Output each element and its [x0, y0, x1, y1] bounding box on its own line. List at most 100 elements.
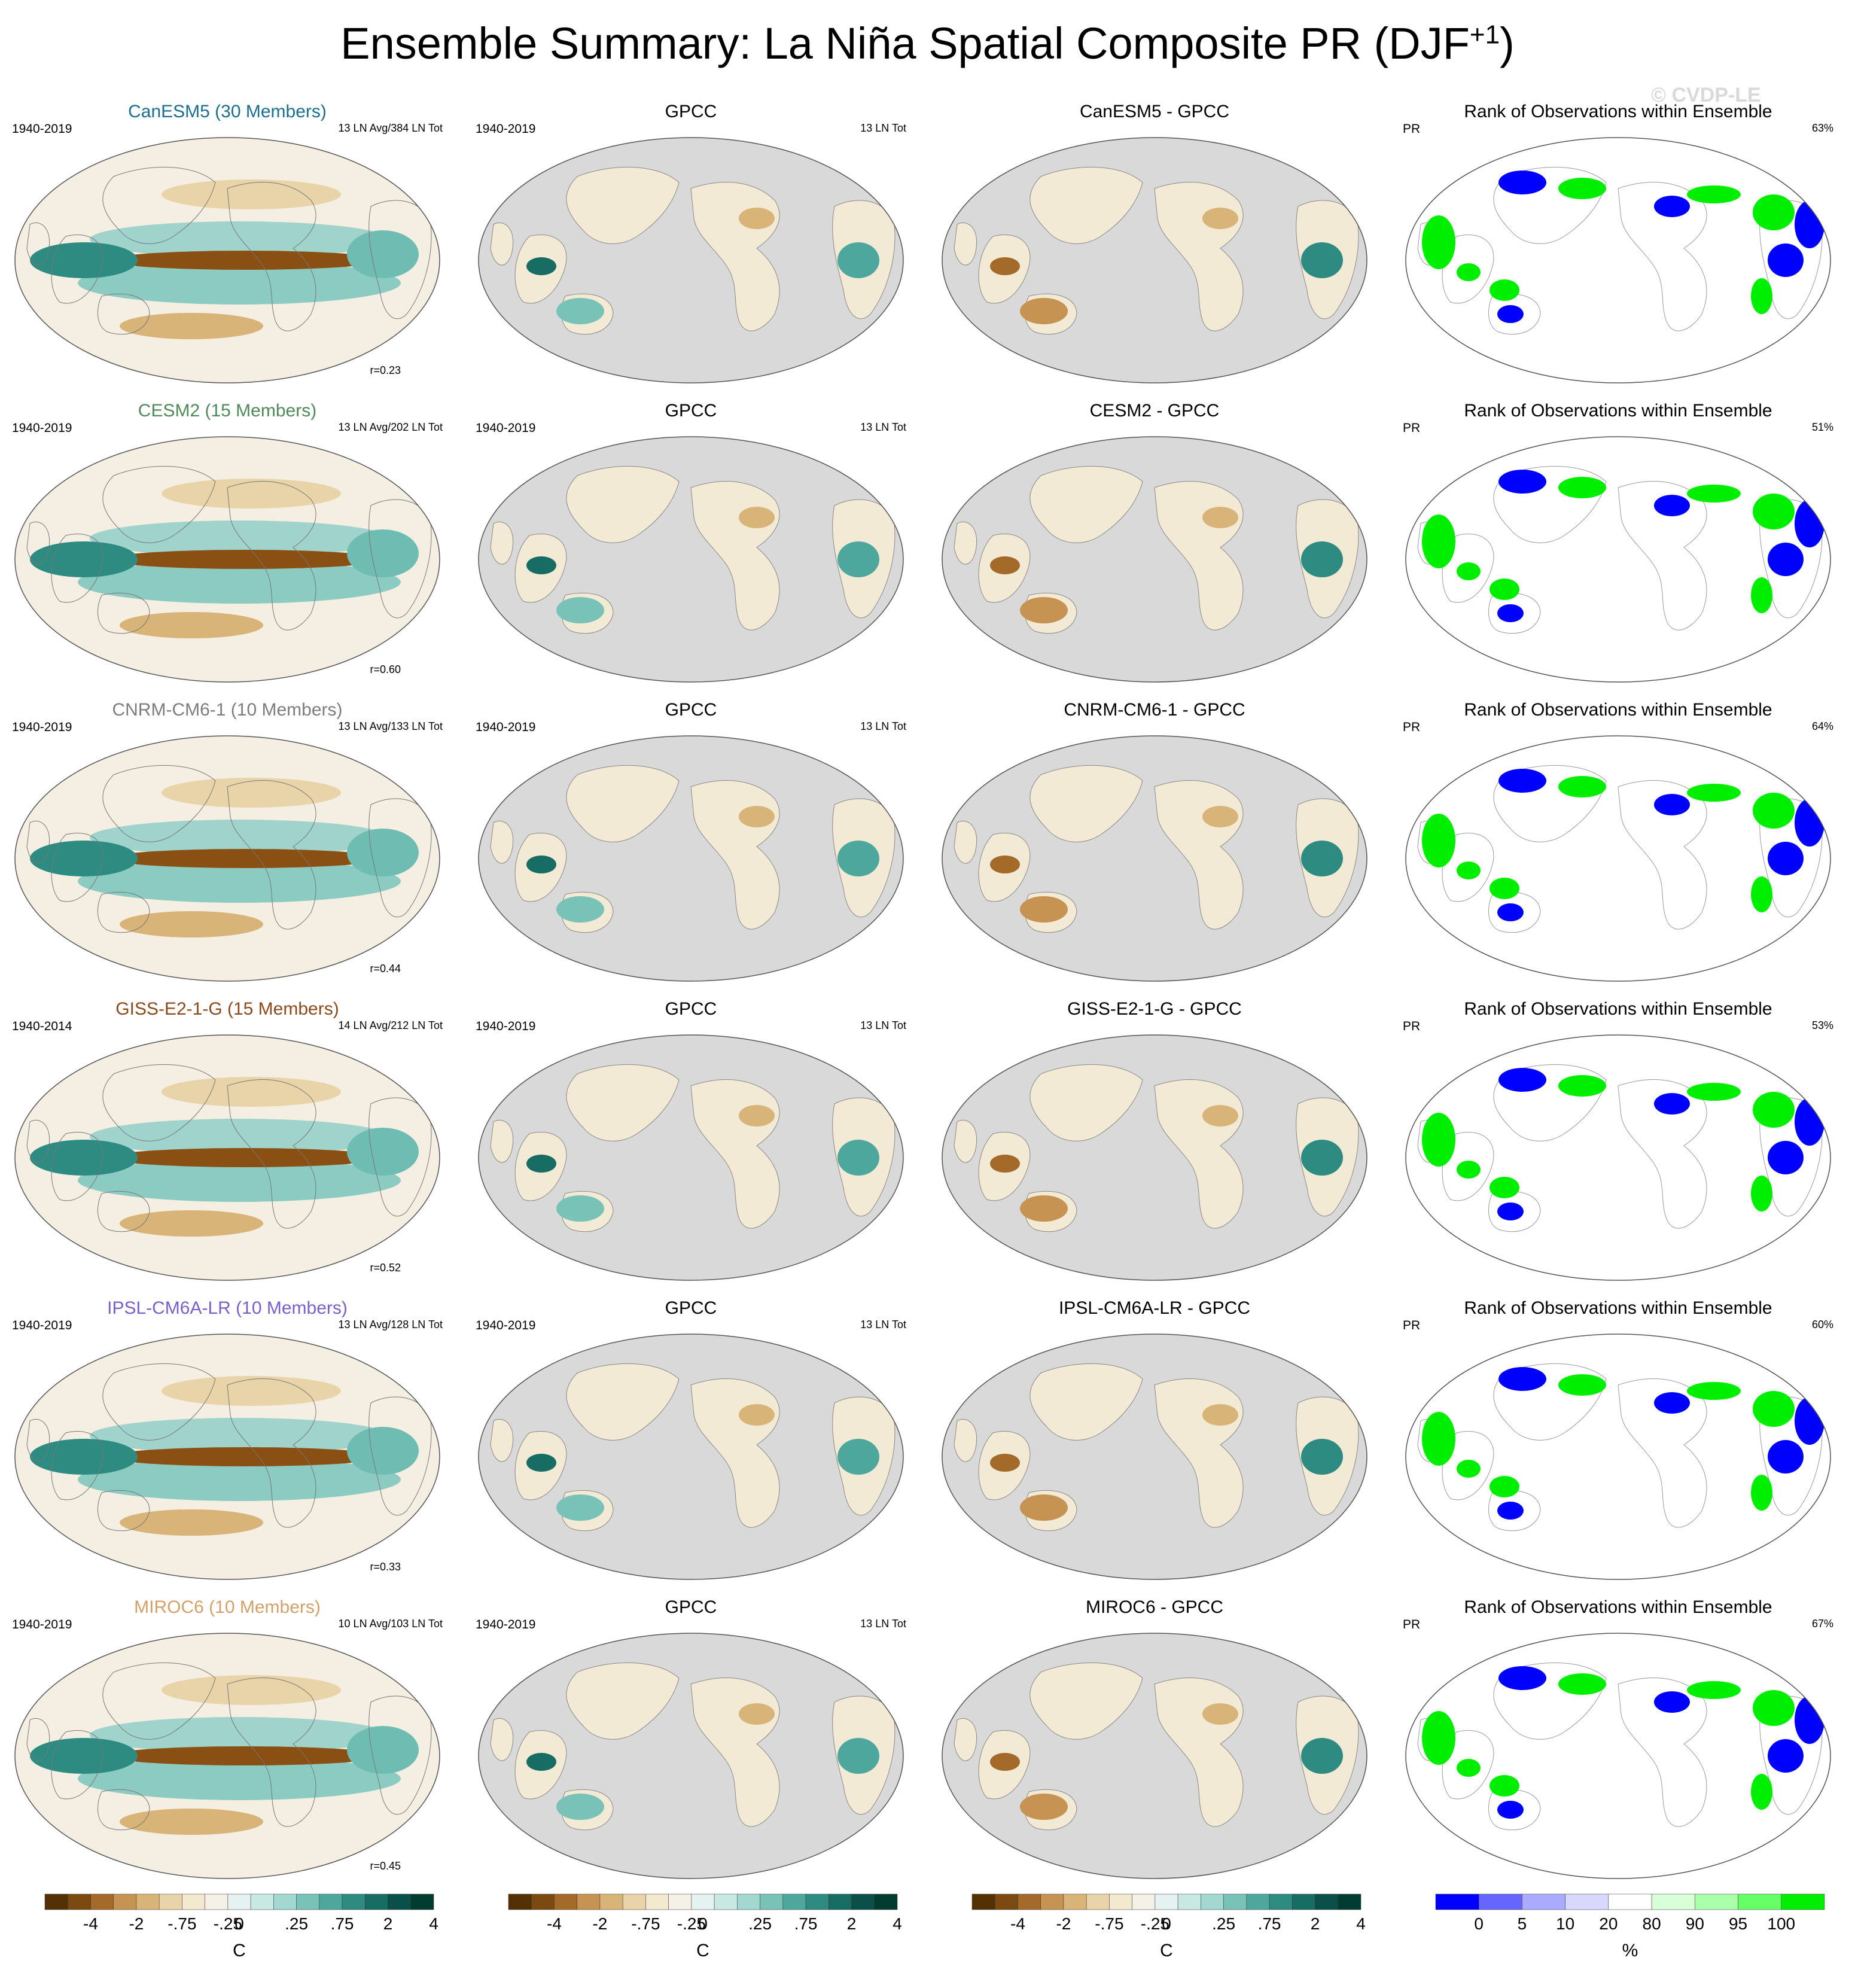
rank-cluster	[1457, 263, 1481, 281]
map-rank	[1405, 137, 1831, 383]
map-border	[942, 137, 1367, 383]
map-diff	[942, 1034, 1367, 1281]
rank-cluster	[1654, 1093, 1690, 1115]
colorbar-swatch	[691, 1893, 715, 1910]
colorbar-swatches	[44, 1893, 434, 1910]
rank-cluster	[1654, 1392, 1690, 1414]
map-border	[1405, 1334, 1831, 1580]
rank-cluster	[1654, 196, 1690, 217]
land-outline	[1493, 465, 1607, 543]
map-rank	[1405, 735, 1831, 982]
panel-period: 1940-2019	[12, 720, 72, 734]
watermark: © CVDP-LE	[1651, 84, 1761, 106]
map-background	[1406, 736, 1830, 981]
rank-cluster	[1768, 543, 1804, 576]
coastline	[97, 1490, 150, 1532]
maritime-wet	[30, 841, 138, 876]
n-america-anom	[1202, 208, 1238, 229]
dry-band	[108, 1447, 383, 1466]
map-model	[14, 1633, 440, 1879]
coastline	[102, 1662, 216, 1740]
map-border	[478, 735, 904, 982]
colorbar-tick-label: -.25	[677, 1914, 706, 1933]
rank-cluster	[1768, 1440, 1804, 1474]
land-outline	[1493, 166, 1607, 244]
amazon-anom	[837, 541, 879, 577]
panel-model: GISS-E2-1-G (15 Members) 1940-2014 14 LN A…	[0, 999, 455, 1286]
colorbar-swatch	[1201, 1893, 1224, 1910]
map-border	[14, 735, 440, 982]
land-outline	[1488, 1490, 1541, 1532]
panel-title: GPCC	[665, 700, 717, 720]
wet-band-north	[90, 1119, 389, 1155]
land-region	[490, 821, 514, 864]
maritime-wet	[30, 242, 138, 278]
pattern-correlation: r=0.45	[370, 1860, 401, 1872]
panel-title: Rank of Observations within Ensemble	[1464, 401, 1772, 421]
chart-title-text: Ensemble Summary: La Niña Spatial Compos…	[340, 19, 1470, 68]
rank-cluster	[1654, 1691, 1690, 1713]
colorbar-tick-label: -.75	[167, 1914, 197, 1933]
panel-period: 1940-2019	[12, 122, 72, 136]
land-region	[954, 223, 977, 266]
wet-band-north	[90, 520, 389, 556]
coastline	[227, 1079, 316, 1229]
map-border	[942, 1334, 1367, 1580]
map-border	[1405, 1633, 1831, 1879]
map-border	[14, 1034, 440, 1281]
colorbar-swatch	[136, 1893, 160, 1910]
rank-cluster	[1687, 1083, 1741, 1101]
rank-cluster	[1751, 1774, 1772, 1810]
map-model	[14, 436, 440, 683]
panel-rank: Rank of Observations within Ensemble PR 63…	[1391, 102, 1845, 389]
rank-cluster	[1422, 1113, 1455, 1167]
rank-cluster	[1687, 1382, 1741, 1400]
colorbar-tick-label: .75	[1257, 1914, 1281, 1933]
colorbar-swatch	[1040, 1893, 1064, 1910]
amazon-anom	[837, 242, 879, 278]
n-america-anom	[1202, 806, 1238, 827]
panel-count: 13 LN Tot	[860, 421, 906, 433]
rank-cluster	[1751, 577, 1772, 613]
panel-gpcc: GPCC 1940-2019 13 LN Tot	[464, 401, 918, 688]
land-region	[566, 1363, 680, 1441]
panel-rank: Rank of Observations within Ensemble PR 64…	[1391, 700, 1845, 987]
land-region	[1029, 1064, 1143, 1141]
amazon-anom	[1301, 541, 1343, 577]
panel-period: 1940-2019	[476, 421, 536, 435]
panel-percent: 64%	[1811, 720, 1833, 732]
colorbar-swatch	[760, 1893, 784, 1910]
colorbar-unit: %	[1622, 1941, 1638, 1960]
rank-cluster	[1498, 470, 1546, 494]
map-border	[14, 1633, 440, 1879]
land-outline	[1442, 234, 1494, 304]
colorbar-swatch	[508, 1893, 532, 1910]
wet-band-south	[78, 561, 401, 604]
rank-cluster	[1497, 903, 1524, 921]
panel-title: CanESM5 (30 Members)	[128, 102, 327, 121]
land-region	[1029, 1363, 1143, 1441]
atlantic-wet	[347, 230, 419, 278]
n-america-anom	[1202, 1703, 1238, 1725]
amazon-anom	[1301, 1738, 1343, 1774]
rank-cluster	[1654, 794, 1690, 815]
panel-count: 13 LN Tot	[860, 1319, 906, 1331]
colorbar-tick-label: .25	[748, 1914, 772, 1933]
rank-cluster	[1490, 1476, 1519, 1497]
n-america-anom	[739, 507, 775, 528]
north-pacific-anom	[162, 1675, 341, 1705]
n-america-anom	[739, 1105, 775, 1127]
colorbar-tick-label: 80	[1642, 1914, 1661, 1933]
panel-title: Rank of Observations within Ensemble	[1464, 999, 1772, 1019]
map-gpcc	[478, 1034, 904, 1281]
panel-diff: GISS-E2-1-G - GPCC	[927, 999, 1382, 1286]
panel-variable: PR	[1403, 720, 1421, 734]
panel-title: Rank of Observations within Ensemble	[1464, 1597, 1772, 1617]
map-border	[14, 436, 440, 683]
coastline	[26, 1120, 50, 1163]
map-background	[1406, 1035, 1830, 1280]
map-rank	[1405, 1034, 1831, 1281]
map-border	[1405, 735, 1831, 982]
pattern-correlation: r=0.33	[370, 1561, 401, 1573]
australia-anom	[556, 1494, 604, 1521]
